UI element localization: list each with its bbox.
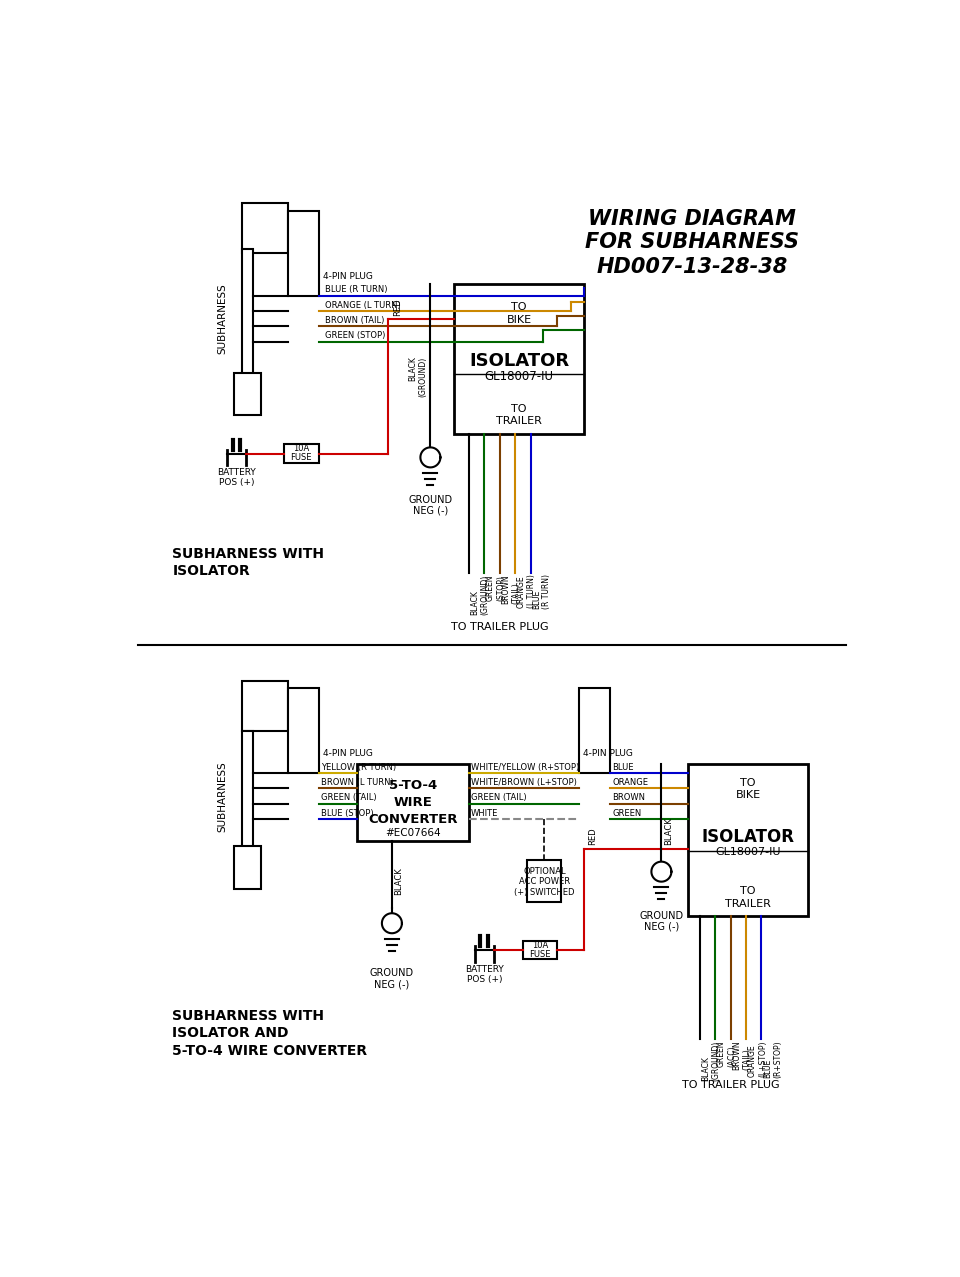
- Text: TO: TO: [740, 886, 756, 896]
- Text: ACC POWER: ACC POWER: [518, 877, 570, 886]
- Bar: [288, 688, 319, 773]
- Text: NEG (-): NEG (-): [644, 921, 679, 931]
- Bar: [234, 373, 261, 415]
- Text: WIRE: WIRE: [394, 796, 433, 808]
- Text: HD007-13-28-38: HD007-13-28-38: [596, 257, 788, 277]
- Bar: [579, 688, 610, 773]
- Text: BROWN (L TURN): BROWN (L TURN): [321, 778, 394, 787]
- Text: GROUND: GROUND: [370, 968, 414, 978]
- Text: WHITE/YELLOW (R+STOP): WHITE/YELLOW (R+STOP): [471, 762, 580, 771]
- Text: SUBHARNESS WITH: SUBHARNESS WITH: [173, 1009, 324, 1023]
- Text: GREEN
(ACC): GREEN (ACC): [717, 1041, 736, 1066]
- Text: 4-PIN PLUG: 4-PIN PLUG: [323, 750, 372, 759]
- Text: #EC07664: #EC07664: [385, 829, 441, 838]
- Text: FOR SUBHARNESS: FOR SUBHARNESS: [586, 232, 799, 252]
- Text: (+) SWITCHED: (+) SWITCHED: [515, 888, 575, 896]
- Text: TRAILER: TRAILER: [725, 899, 771, 909]
- Text: TRAILER: TRAILER: [496, 416, 541, 427]
- Text: BLUE
(R+STOP): BLUE (R+STOP): [763, 1041, 782, 1078]
- Text: GREEN (TAIL): GREEN (TAIL): [471, 793, 527, 802]
- Text: BLUE: BLUE: [612, 762, 634, 771]
- Text: BLACK: BLACK: [663, 817, 673, 844]
- Text: GL18007-IU: GL18007-IU: [715, 848, 780, 857]
- Text: NEG (-): NEG (-): [374, 979, 410, 990]
- Text: BLACK
(GROUND): BLACK (GROUND): [702, 1041, 721, 1080]
- Bar: [523, 941, 558, 959]
- Text: RED: RED: [394, 298, 402, 315]
- Text: BIKE: BIKE: [735, 789, 760, 799]
- Bar: [242, 730, 253, 873]
- Text: WHITE: WHITE: [471, 808, 498, 817]
- Text: 4-PIN PLUG: 4-PIN PLUG: [583, 750, 633, 759]
- Text: BLUE (R TURN): BLUE (R TURN): [324, 285, 388, 294]
- Bar: [688, 764, 807, 916]
- Text: GREEN
(STOP): GREEN (STOP): [486, 575, 505, 601]
- Text: BROWN (TAIL): BROWN (TAIL): [324, 315, 384, 324]
- Text: ISOLATOR AND: ISOLATOR AND: [173, 1027, 289, 1041]
- Text: GROUND: GROUND: [408, 494, 452, 504]
- Text: ISOLATOR: ISOLATOR: [173, 564, 251, 578]
- Text: BLACK: BLACK: [395, 867, 403, 895]
- Text: 5-TO-4: 5-TO-4: [389, 779, 437, 792]
- Bar: [242, 249, 253, 400]
- Text: ORANGE: ORANGE: [612, 778, 648, 787]
- Text: BLUE
(R TURN): BLUE (R TURN): [532, 575, 551, 609]
- Text: 10A: 10A: [293, 444, 309, 453]
- Text: ISOLATOR: ISOLATOR: [468, 352, 569, 370]
- Bar: [234, 847, 261, 889]
- Bar: [288, 211, 319, 296]
- Bar: [527, 861, 562, 903]
- Text: BROWN: BROWN: [612, 793, 645, 802]
- Text: BROWN
(TAIL): BROWN (TAIL): [501, 575, 520, 604]
- Text: YELLOW (R TURN): YELLOW (R TURN): [321, 762, 396, 771]
- Text: POS (+): POS (+): [467, 974, 502, 985]
- Text: GREEN (STOP): GREEN (STOP): [324, 331, 385, 341]
- Text: GL18007-IU: GL18007-IU: [485, 370, 554, 383]
- Text: TO: TO: [511, 303, 527, 313]
- Text: SUBHARNESS WITH: SUBHARNESS WITH: [173, 547, 324, 561]
- Text: GROUND: GROUND: [639, 911, 684, 921]
- Text: CONVERTER: CONVERTER: [369, 812, 458, 826]
- Text: BATTERY: BATTERY: [217, 469, 255, 478]
- Text: TO: TO: [511, 404, 527, 414]
- Text: ISOLATOR: ISOLATOR: [702, 827, 795, 845]
- Text: TO TRAILER PLUG: TO TRAILER PLUG: [682, 1080, 780, 1091]
- Text: 4-PIN PLUG: 4-PIN PLUG: [323, 272, 372, 281]
- Bar: [357, 764, 468, 840]
- Text: GREEN (TAIL): GREEN (TAIL): [321, 793, 376, 802]
- Text: FUSE: FUSE: [290, 453, 312, 462]
- Text: 5-TO-4 WIRE CONVERTER: 5-TO-4 WIRE CONVERTER: [173, 1045, 368, 1059]
- Text: ORANGE
(L TURN): ORANGE (L TURN): [516, 575, 536, 608]
- Text: BLACK
(GROUND): BLACK (GROUND): [470, 575, 490, 614]
- Text: SUBHARNESS: SUBHARNESS: [218, 283, 228, 354]
- Text: POS (+): POS (+): [219, 479, 254, 488]
- Text: BLUE (STOP): BLUE (STOP): [321, 808, 373, 817]
- Text: ORANGE
(L+STOP): ORANGE (L+STOP): [748, 1041, 767, 1077]
- Text: BROWN
(TAIL): BROWN (TAIL): [732, 1041, 752, 1070]
- Text: TO TRAILER PLUG: TO TRAILER PLUG: [451, 622, 548, 632]
- Text: BIKE: BIKE: [506, 314, 532, 324]
- Text: ORANGE (L TURN): ORANGE (L TURN): [324, 300, 400, 309]
- Text: RED: RED: [588, 827, 597, 845]
- Bar: [242, 681, 288, 730]
- Text: WIRING DIAGRAM: WIRING DIAGRAM: [588, 208, 796, 229]
- Text: SUBHARNESS: SUBHARNESS: [218, 761, 228, 831]
- Text: TO: TO: [740, 778, 756, 788]
- Bar: [242, 203, 288, 253]
- Text: BATTERY: BATTERY: [465, 965, 504, 974]
- Text: OPTIONAL: OPTIONAL: [523, 867, 565, 876]
- Text: WHITE/BROWN (L+STOP): WHITE/BROWN (L+STOP): [471, 778, 577, 787]
- Bar: [284, 444, 319, 462]
- Text: 10A: 10A: [532, 941, 548, 950]
- Text: GREEN: GREEN: [612, 808, 641, 817]
- Bar: [453, 285, 585, 434]
- Text: BLACK
(GROUND): BLACK (GROUND): [408, 356, 427, 397]
- Text: FUSE: FUSE: [529, 950, 550, 959]
- Text: NEG (-): NEG (-): [413, 506, 448, 516]
